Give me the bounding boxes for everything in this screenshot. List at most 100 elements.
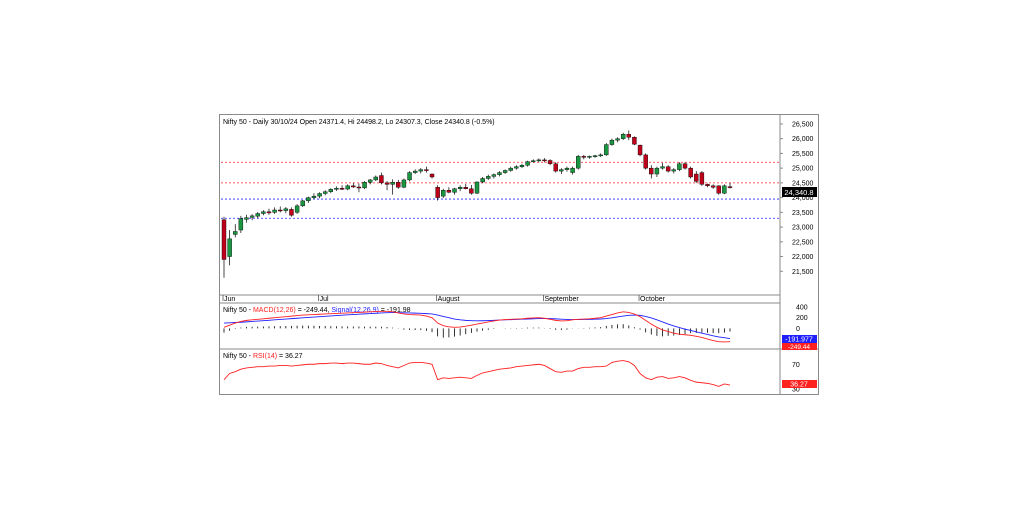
candle-down	[339, 187, 345, 190]
candle-up	[306, 197, 311, 202]
candle-up	[474, 181, 480, 194]
macd-tag: -249.44	[788, 344, 810, 351]
candle-up	[671, 169, 676, 172]
candle-up	[317, 193, 322, 197]
candle-down	[553, 163, 558, 172]
price-y-tick-label: 23,500	[792, 210, 814, 217]
rsi-line	[223, 360, 731, 387]
candles	[221, 130, 733, 278]
candle-down	[705, 184, 710, 187]
price-header: Nifty 50 - Daily 30/10/24 Open 24371.4, …	[223, 119, 495, 126]
candle-down	[547, 160, 553, 164]
rsi-y-tick-label: 70	[792, 362, 800, 369]
month-label: August	[438, 296, 460, 303]
candle-down	[682, 163, 688, 169]
signal-line	[223, 312, 731, 340]
candle-down	[463, 187, 468, 189]
candle-up	[441, 190, 446, 197]
candle-up	[598, 154, 603, 157]
macd-header: Nifty 50 - MACD(12,26) = -249.44, Signal…	[223, 307, 411, 314]
candle-up	[587, 156, 592, 158]
candle-down	[266, 211, 272, 214]
candle-up	[272, 209, 277, 213]
price-y-tick-label: 25,000	[792, 166, 814, 173]
candle-up	[227, 238, 232, 257]
candle-up	[367, 179, 373, 183]
candle-down	[429, 173, 435, 178]
candle-down	[694, 173, 699, 182]
candle-down	[688, 167, 693, 178]
macd-line	[223, 310, 731, 343]
candle-down	[446, 190, 452, 193]
candle-up	[559, 169, 564, 172]
price-y-tick-label: 24,000	[792, 195, 814, 202]
month-label: September	[544, 296, 579, 303]
reference-lines	[221, 161, 780, 219]
candle-up	[255, 213, 260, 217]
macd-tag-bg	[782, 343, 817, 350]
candle-up	[480, 178, 485, 183]
candle-up	[677, 163, 682, 170]
candle-down	[716, 185, 721, 194]
candle-up	[345, 185, 350, 190]
candle-up	[283, 208, 289, 211]
macd-histogram	[223, 324, 731, 338]
candle-up	[660, 166, 665, 169]
candle-down	[643, 154, 648, 169]
candle-down	[649, 167, 654, 175]
candle-up	[609, 139, 615, 145]
price-y-tick-label: 26,000	[792, 136, 814, 143]
candle-up	[328, 189, 334, 192]
candle-up	[311, 195, 317, 198]
candle-down	[626, 134, 631, 138]
month-label: Jun	[224, 296, 235, 303]
candle-up	[261, 211, 266, 214]
candle-down	[727, 186, 733, 188]
candle-down	[699, 172, 705, 185]
price-x-axis: Jun Jul August September October	[222, 295, 666, 303]
candle-down	[581, 156, 587, 158]
macd-y-tick-label: 400	[796, 305, 808, 312]
candle-down	[289, 209, 294, 216]
candle-up	[564, 167, 570, 170]
candle-up	[620, 134, 626, 139]
price-y-tick-label: 22,000	[792, 254, 814, 261]
candle-up	[615, 138, 620, 141]
candle-up	[334, 187, 339, 190]
rsi-y-axis: 70 30	[792, 362, 800, 394]
price-y-tick-label: 21,500	[792, 269, 814, 276]
candle-down	[469, 188, 474, 194]
candle-down	[665, 166, 671, 172]
candle-up	[323, 191, 328, 194]
rsi-y-tick-label: 30	[792, 386, 800, 393]
rsi-tag-bg	[782, 380, 817, 388]
candle-down	[356, 186, 362, 189]
candle-up	[576, 156, 581, 169]
candle-up	[244, 217, 249, 220]
month-label: Jul	[320, 296, 329, 303]
candle-down	[632, 137, 637, 145]
candle-up	[390, 182, 395, 185]
candle-down	[351, 185, 356, 188]
candle-up	[531, 160, 536, 162]
candle-down	[710, 185, 716, 188]
candle-down	[384, 182, 390, 185]
candle-up	[654, 167, 660, 175]
candle-up	[486, 176, 491, 179]
rsi-header: Nifty 50 - RSI(14) = 36.27	[223, 353, 303, 360]
candle-down	[424, 169, 429, 171]
candle-up	[497, 172, 502, 175]
candle-up	[514, 166, 519, 169]
macd-y-tick-label: 200	[796, 315, 808, 322]
candle-down	[379, 175, 384, 184]
price-y-tick-label: 25,500	[792, 151, 814, 158]
candle-down	[637, 144, 643, 156]
candle-down	[435, 187, 440, 198]
chart-frame	[219, 114, 819, 395]
candle-up	[491, 174, 497, 177]
candle-up	[604, 144, 609, 156]
signal-tag: -191.977	[785, 337, 813, 344]
candle-up	[300, 200, 305, 207]
price-y-tick-label: 23,000	[792, 225, 814, 232]
